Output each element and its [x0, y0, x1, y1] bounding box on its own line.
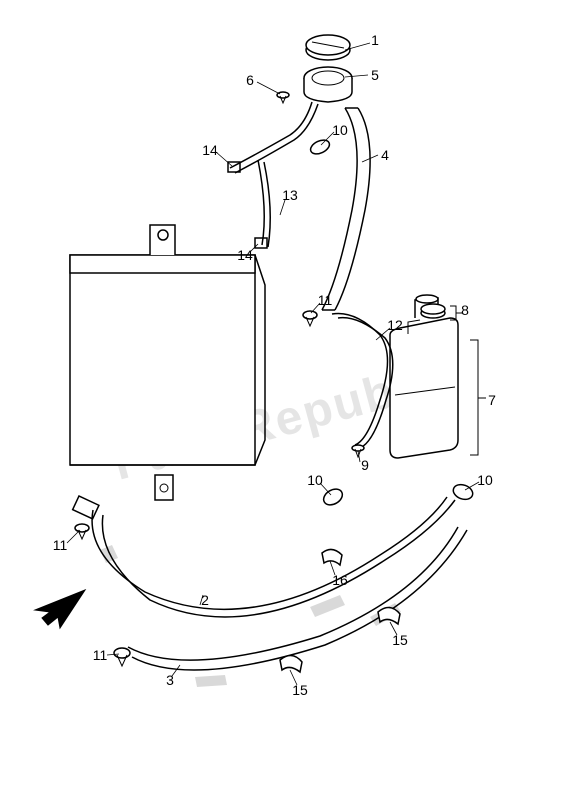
filler-neck-part — [304, 67, 352, 102]
direction-arrow — [35, 590, 85, 628]
filler-cap-part — [306, 35, 350, 60]
clamp-10c-part — [451, 482, 475, 502]
callout-9: 9 — [361, 457, 369, 473]
callout-7: 7 — [488, 392, 496, 408]
bracket-7 — [470, 340, 486, 455]
callout-11a: 11 — [318, 292, 333, 308]
clamp-10b-part — [321, 486, 345, 508]
callout-4: 4 — [381, 147, 389, 163]
callout-8: 8 — [461, 302, 469, 318]
hose-13-part — [230, 102, 318, 247]
callout-5: 5 — [371, 67, 379, 83]
parts-diagram: PartsRepublik — [0, 0, 567, 800]
clamp-16-part — [322, 549, 342, 565]
hose-4-part — [322, 108, 370, 310]
callout-10a: 10 — [332, 122, 348, 138]
callout-1: 1 — [371, 32, 379, 48]
callout-14a: 14 — [202, 142, 218, 158]
callout-14b: 14 — [237, 247, 253, 263]
hose-2-part — [92, 497, 455, 617]
callout-10c: 10 — [477, 472, 493, 488]
callout-12: 12 — [387, 317, 403, 333]
callout-11b: 11 — [53, 537, 68, 553]
clamp-10a-part — [308, 137, 331, 156]
bolt-11c-part — [114, 648, 130, 666]
callout-3: 3 — [166, 672, 174, 688]
callout-6: 6 — [246, 72, 254, 88]
clamp-15a-part — [280, 655, 302, 672]
cap-8-part — [421, 304, 445, 318]
callout-15b: 15 — [392, 632, 408, 648]
parts-svg — [0, 0, 567, 800]
callout-10b: 10 — [307, 472, 323, 488]
callout-13: 13 — [282, 187, 298, 203]
clip-14b-part — [255, 238, 267, 248]
clamp-15b-part — [378, 607, 400, 624]
callout-11c: 11 — [93, 647, 108, 663]
callout-16: 16 — [332, 572, 348, 588]
callout-2: 2 — [201, 592, 209, 608]
callout-15a: 15 — [292, 682, 308, 698]
bolt-11a-part — [303, 311, 317, 326]
radiator-part — [70, 225, 265, 519]
bolt-11b-part — [75, 524, 89, 539]
